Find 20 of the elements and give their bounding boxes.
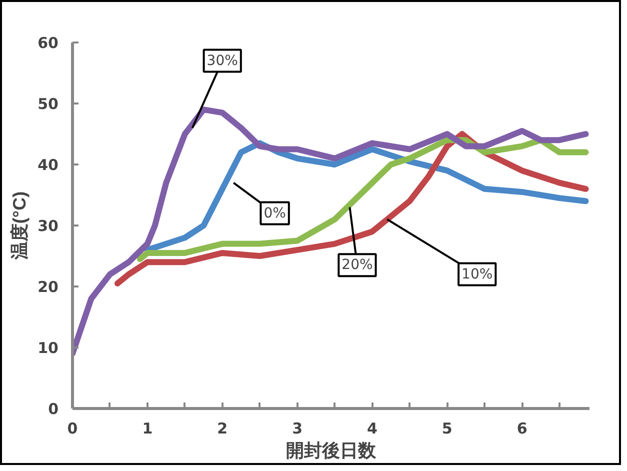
annotation: 10% — [462, 266, 493, 282]
x-tick-label: 5 — [442, 420, 452, 438]
y-tick-label: 40 — [38, 156, 58, 174]
y-tick-label: 50 — [38, 95, 58, 113]
y-tick-label: 0 — [48, 400, 58, 418]
y-tick-label: 20 — [38, 278, 58, 296]
x-tick-label: 3 — [292, 420, 302, 438]
y-axis-title: 温度(°C) — [10, 191, 30, 261]
annotation: 20% — [342, 257, 373, 274]
x-tick-label: 1 — [142, 420, 153, 438]
x-tick-label: 0 — [67, 420, 78, 438]
y-tick-label: 10 — [38, 339, 58, 357]
y-tick-label: 30 — [38, 217, 58, 235]
annotation: 0% — [264, 205, 286, 222]
x-tick-label: 6 — [516, 420, 528, 438]
x-tick-label: 4 — [366, 420, 378, 438]
x-axis-title: 開封後日数 — [286, 440, 377, 460]
x-tick-label: 2 — [217, 420, 228, 438]
annotation: 30% — [206, 52, 238, 69]
y-tick-label: 60 — [38, 34, 58, 52]
